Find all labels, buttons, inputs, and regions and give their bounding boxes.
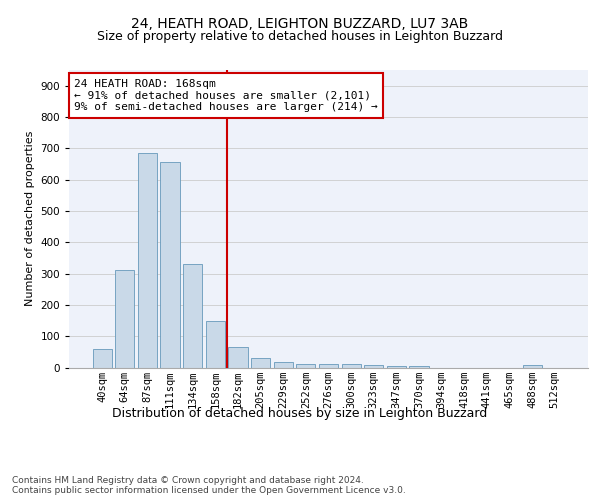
Bar xyxy=(138,153,157,368)
Y-axis label: Number of detached properties: Number of detached properties xyxy=(25,131,35,306)
Bar xyxy=(341,364,361,368)
Bar xyxy=(160,162,180,368)
Text: 24, HEATH ROAD, LEIGHTON BUZZARD, LU7 3AB: 24, HEATH ROAD, LEIGHTON BUZZARD, LU7 3A… xyxy=(131,18,469,32)
Bar xyxy=(319,364,338,368)
Bar xyxy=(274,362,293,368)
Bar xyxy=(364,365,383,368)
Bar xyxy=(387,366,406,368)
Bar xyxy=(409,366,428,368)
Bar xyxy=(296,364,316,368)
Bar xyxy=(115,270,134,368)
Bar xyxy=(92,348,112,368)
Text: 24 HEATH ROAD: 168sqm
← 91% of detached houses are smaller (2,101)
9% of semi-de: 24 HEATH ROAD: 168sqm ← 91% of detached … xyxy=(74,79,378,112)
Bar xyxy=(251,358,270,368)
Text: Contains HM Land Registry data © Crown copyright and database right 2024.
Contai: Contains HM Land Registry data © Crown c… xyxy=(12,476,406,495)
Bar xyxy=(523,365,542,368)
Bar xyxy=(206,320,225,368)
Text: Distribution of detached houses by size in Leighton Buzzard: Distribution of detached houses by size … xyxy=(112,408,488,420)
Text: Size of property relative to detached houses in Leighton Buzzard: Size of property relative to detached ho… xyxy=(97,30,503,43)
Bar xyxy=(183,264,202,368)
Bar xyxy=(229,347,248,368)
